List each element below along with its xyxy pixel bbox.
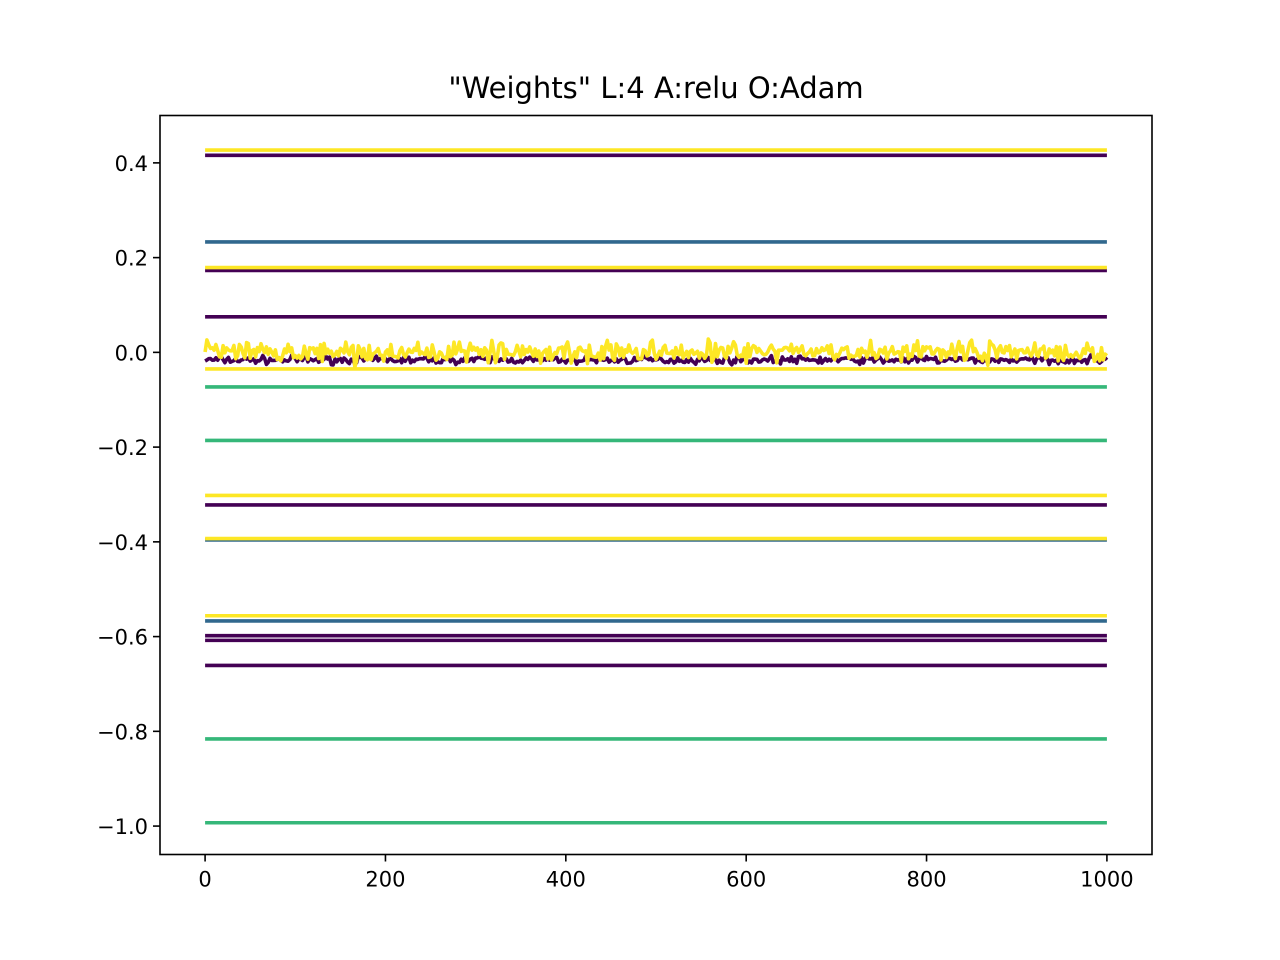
axis-layer: 0 200 400 600 800 1000 0.4 0.2 0.0 −0.2 −0.4 −0.6 −0…: [97, 152, 1134, 892]
y-tick-label-2: 0.0: [115, 341, 148, 365]
y-tick-label-7: −1.0: [97, 815, 148, 839]
x-tick-label-2: 400: [546, 868, 586, 892]
x-tick-label-1: 200: [365, 868, 405, 892]
x-tick-label-3: 600: [726, 868, 766, 892]
y-tick-label-0: 0.4: [115, 152, 148, 176]
x-tick-label-4: 800: [906, 868, 946, 892]
plot-frame: [159, 114, 1153, 856]
y-tick-label-3: −0.2: [97, 436, 148, 460]
chart-title: "Weights" L:4 A:relu O:Adam: [448, 71, 863, 105]
x-tick-label-5: 1000: [1080, 868, 1133, 892]
x-tick-label-0: 0: [198, 868, 211, 892]
y-tick-label-4: −0.4: [97, 531, 148, 555]
y-tick-label-1: 0.2: [115, 247, 148, 271]
y-tick-label-5: −0.6: [97, 626, 148, 650]
noisy-series-1: [203, 337, 1109, 369]
y-tick-label-6: −0.8: [97, 720, 148, 744]
series-layer: [203, 148, 1109, 825]
